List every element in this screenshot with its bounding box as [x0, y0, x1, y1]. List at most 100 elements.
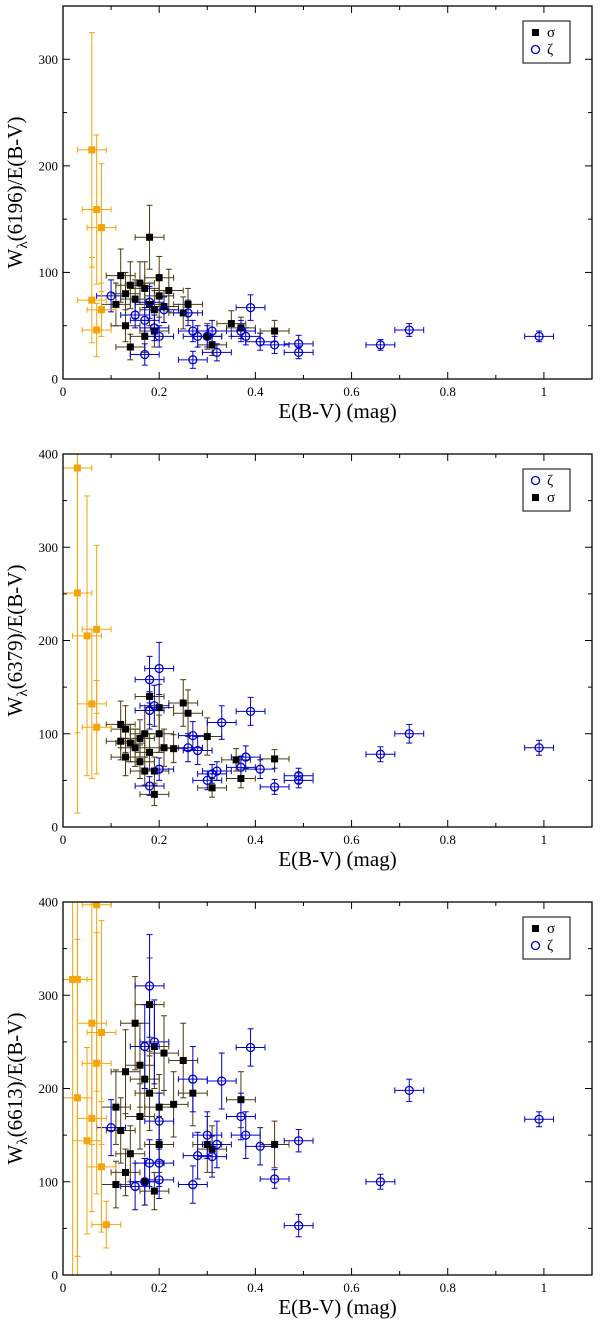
data-point-sigma	[150, 1187, 158, 1195]
data-point-sigma	[170, 745, 178, 753]
data-point-outlier	[88, 1019, 96, 1027]
data-point-sigma	[155, 1140, 163, 1148]
data-point-zeta	[149, 323, 160, 333]
legend-marker-square	[532, 494, 539, 501]
data-point-sigma	[122, 753, 130, 761]
data-point-zeta	[255, 337, 265, 347]
data-point-zeta	[375, 749, 386, 759]
data-layer	[63, 902, 555, 1275]
y-axis-title-rest: (6196)/E(B-V)	[3, 117, 27, 242]
errorbar-zeta	[259, 778, 290, 795]
data-point-sigma	[122, 322, 130, 330]
data-point-sigma	[208, 1145, 216, 1153]
legend-box	[522, 468, 571, 512]
data-point-sigma	[150, 327, 158, 335]
data-point-zeta	[236, 762, 246, 772]
data-point-zeta	[154, 1116, 164, 1126]
data-point-zeta	[154, 1175, 164, 1185]
legend-label: σ	[547, 490, 555, 506]
data-point-sigma	[155, 1103, 163, 1111]
data-point-zeta	[217, 717, 227, 728]
x-tick-label: 0	[60, 1280, 67, 1295]
errorbar-zeta	[524, 1111, 555, 1128]
y-tick-label: 100	[39, 265, 59, 280]
data-point-zeta	[293, 1220, 304, 1231]
legend-marker-circle	[530, 44, 541, 55]
x-tick-label: 0.6	[343, 832, 360, 847]
errorbar-zeta	[524, 739, 555, 756]
x-tick-label: 0.6	[343, 1280, 360, 1295]
data-point-zeta	[207, 326, 217, 336]
data-point-sigma	[184, 709, 192, 717]
data-point-sigma	[141, 730, 149, 738]
legend-label: ζ	[547, 473, 553, 489]
data-point-sigma	[271, 1140, 279, 1148]
y-axis-title: Wλ(6196)/E(B-V)	[3, 117, 31, 269]
data-point-sigma	[179, 699, 187, 707]
errorbar-zeta	[139, 684, 170, 727]
data-point-sigma	[131, 1019, 139, 1027]
y-axis-title-sub: λ	[15, 241, 31, 249]
chart-panel-3: 0 0.2 0.4 0.6 0.8 1 0 100 200 300 400 σζ E(B-V) (mag…	[3, 895, 593, 1319]
data-point-sigma	[126, 281, 134, 289]
y-axis-title-main: W	[3, 1144, 27, 1164]
x-tick-label: 1	[541, 832, 548, 847]
data-point-zeta	[293, 775, 304, 786]
y-tick-label: 0	[52, 820, 59, 835]
data-point-outlier	[83, 632, 91, 640]
data-point-zeta	[188, 730, 198, 741]
data-point-outlier	[73, 589, 81, 597]
data-point-sigma	[271, 755, 279, 763]
y-axis-title: Wλ(6379)/E(B-V)	[3, 565, 31, 717]
data-point-sigma	[146, 748, 154, 756]
y-tick-label: 0	[52, 1268, 59, 1283]
data-point-sigma	[146, 300, 154, 308]
legend-box	[522, 916, 571, 960]
data-point-zeta	[404, 325, 414, 335]
x-tick-label: 0.8	[440, 1280, 456, 1295]
data-point-zeta	[106, 291, 116, 301]
errorbar-zeta	[201, 761, 232, 781]
data-point-zeta	[207, 1151, 217, 1162]
data-point-sigma	[232, 756, 240, 764]
data-point-zeta	[245, 706, 256, 717]
data-point-sigma	[112, 300, 120, 308]
data-point-sigma	[189, 1089, 197, 1097]
data-point-zeta	[188, 326, 198, 336]
data-point-zeta	[241, 752, 251, 762]
legend-marker-circle	[530, 940, 541, 951]
data-point-outlier	[88, 296, 96, 304]
errorbar-zeta	[245, 759, 276, 780]
legend-box	[522, 20, 571, 64]
y-tick-label: 200	[39, 633, 59, 648]
y-axis-title: Wλ(6613)/E(B-V)	[3, 1013, 31, 1165]
errorbar-zeta	[177, 350, 208, 369]
data-point-zeta	[130, 1181, 140, 1192]
legend-label: ζ	[547, 938, 553, 954]
legend-marker-square	[532, 925, 539, 932]
errorbar-zeta	[283, 772, 314, 789]
data-point-zeta	[202, 1130, 212, 1140]
data-point-sigma	[160, 1049, 168, 1057]
data-point-outlier	[93, 902, 101, 909]
data-point-sigma	[160, 744, 168, 752]
data-point-zeta	[375, 1177, 386, 1187]
data-point-sigma	[146, 1001, 154, 1009]
data-point-outlier	[83, 1137, 91, 1145]
x-tick-label: 0.2	[151, 1280, 167, 1295]
data-point-zeta	[106, 1123, 116, 1133]
data-point-sigma	[117, 272, 125, 280]
data-point-sigma	[122, 1168, 130, 1176]
errorbar-zeta	[129, 343, 160, 366]
y-axis-title-main: W	[3, 248, 27, 268]
x-tick-label: 1	[541, 1280, 548, 1295]
data-point-zeta	[202, 331, 212, 342]
data-point-zeta	[534, 743, 544, 753]
data-point-outlier	[93, 625, 101, 633]
data-point-zeta	[140, 1177, 150, 1187]
data-point-outlier	[93, 206, 101, 214]
errorbar-zeta	[245, 1127, 276, 1166]
x-tick-label: 0.8	[440, 832, 456, 847]
errorbar-zeta	[139, 999, 170, 1085]
